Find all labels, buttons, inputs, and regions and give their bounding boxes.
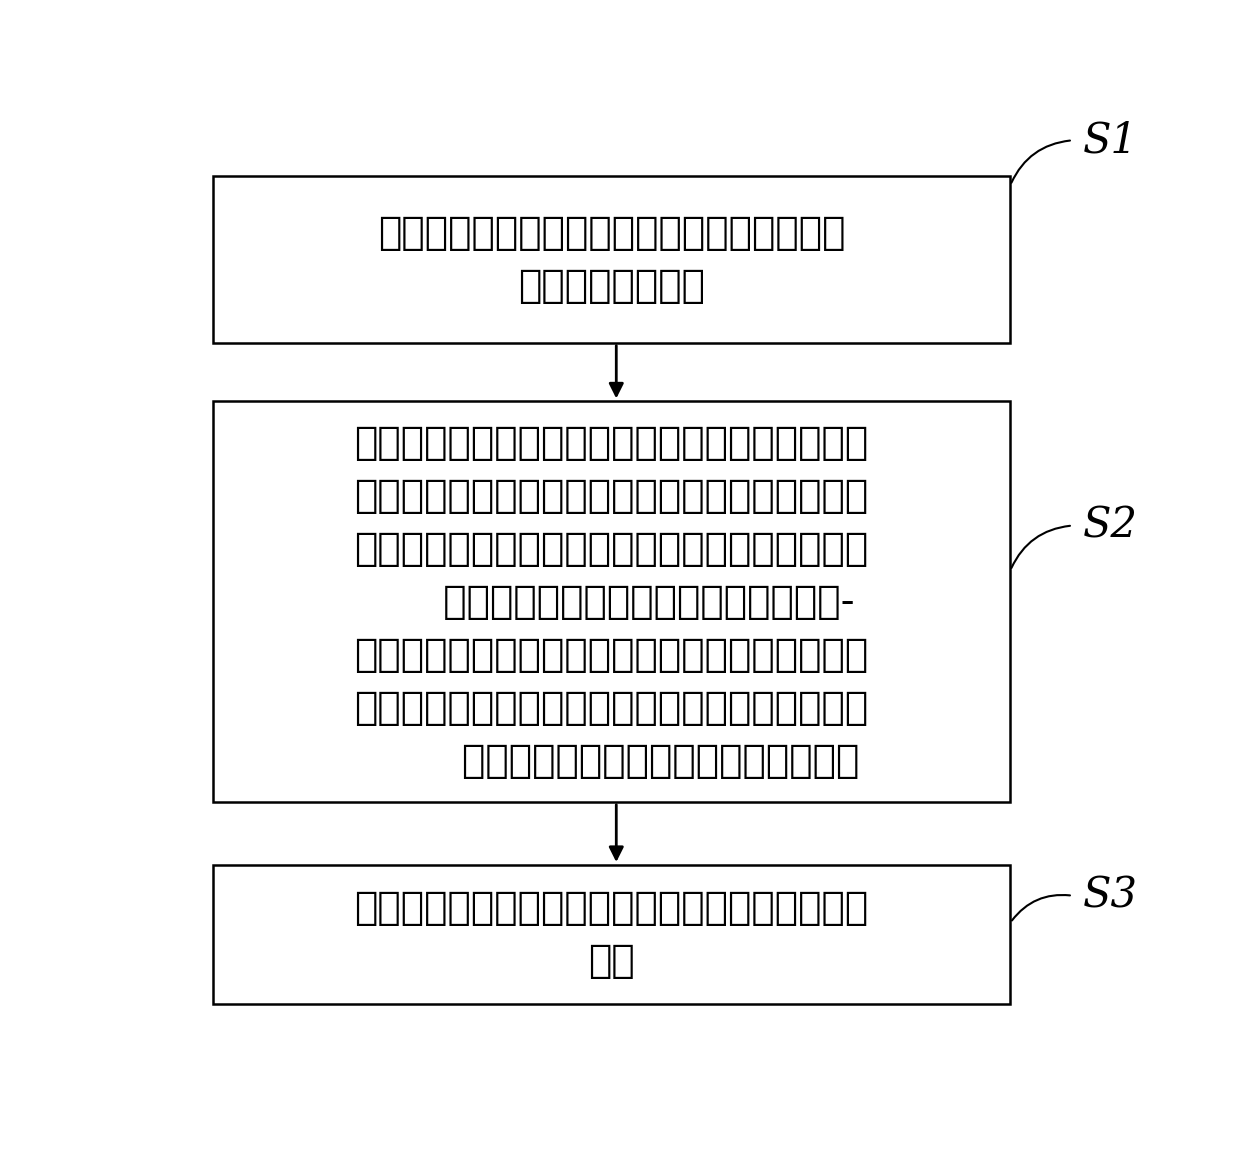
Text: 将校准后的所述待校准标签的参数写入所述待校准
标签: 将校准后的所述待校准标签的参数写入所述待校准 标签 <box>355 890 868 980</box>
Text: S1: S1 <box>1083 119 1137 161</box>
Text: 利用计量级校准温箱生成一系列不同温度区间
的高精度校准标签: 利用计量级校准温箱生成一系列不同温度区间 的高精度校准标签 <box>378 214 846 305</box>
Bar <box>213 865 1011 1004</box>
Text: 于进行温感电子标签校准时，准备一温度线性变化
的普通温箱，将待校准标签与校准温度点区间范围
内的标准标签放入所述普通温箱的指定位置进行温
      度扫描，根: 于进行温感电子标签校准时，准备一温度线性变化 的普通温箱，将待校准标签与校准温度… <box>355 423 868 780</box>
Text: S2: S2 <box>1083 505 1137 547</box>
Bar <box>213 401 1011 802</box>
Bar <box>213 177 1011 343</box>
Text: S3: S3 <box>1083 874 1137 916</box>
